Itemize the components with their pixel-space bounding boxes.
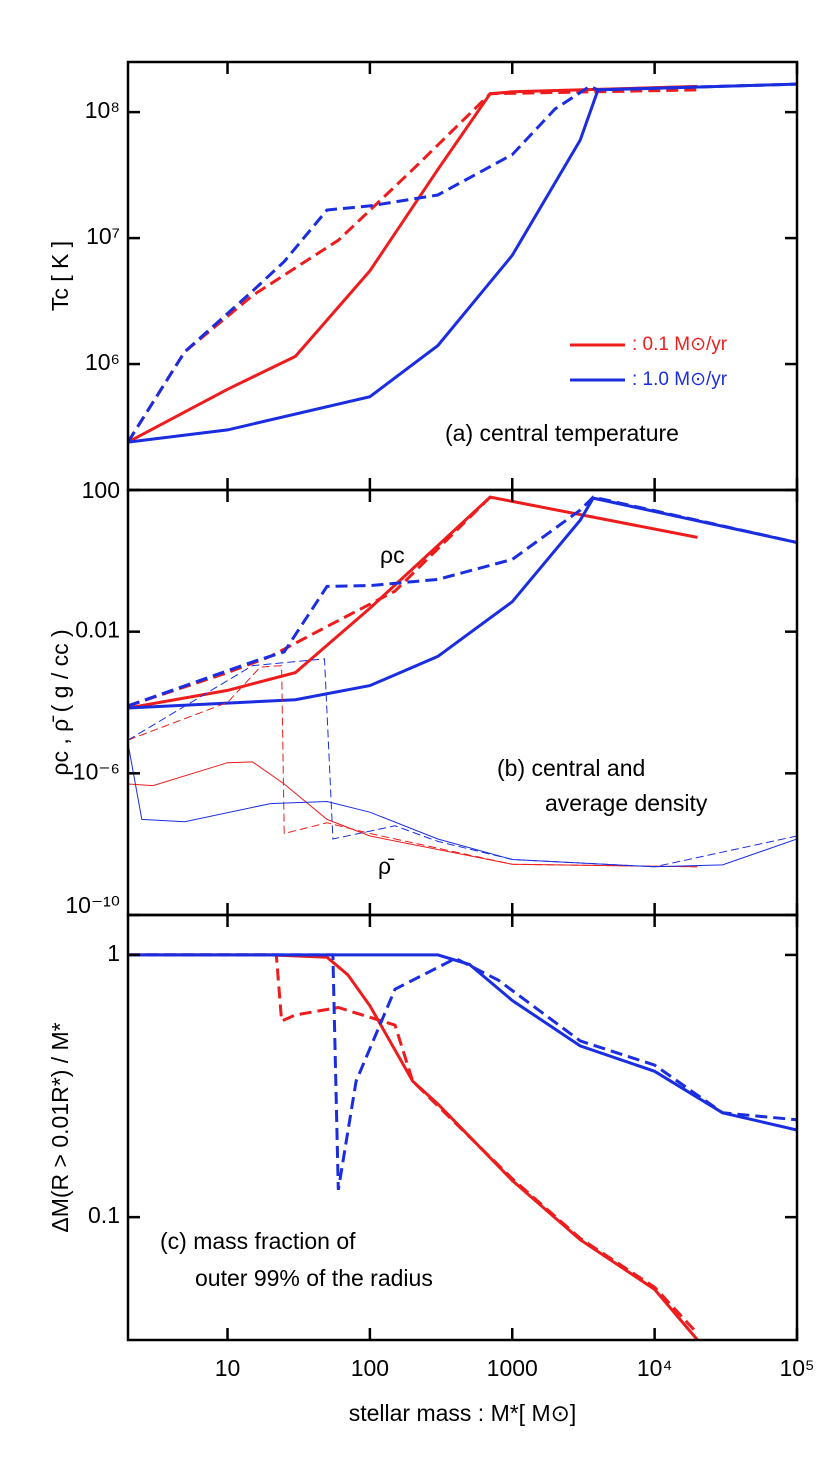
x-tick-label: 100 <box>351 1355 389 1381</box>
y-tick-label: 10⁶ <box>85 349 120 375</box>
y-tick-label: 10⁻⁶ <box>73 758 120 784</box>
data-line <box>128 495 797 708</box>
legend-label: : 1.0 M⊙/yr <box>632 369 728 390</box>
annotation: (c) mass fraction of <box>160 1228 356 1254</box>
data-line <box>128 496 492 708</box>
y-tick-label: 0.1 <box>88 1202 120 1228</box>
y-tick-label: 10⁻¹⁰ <box>65 892 120 918</box>
y-axis-label: Tc [ K ] <box>47 241 73 311</box>
legend-label: : 0.1 M⊙/yr <box>632 334 728 355</box>
y-tick-label: 10⁸ <box>85 97 120 123</box>
annotation: (a) central temperature <box>445 420 679 446</box>
x-axis-label: stellar mass : M*[ M⊙] <box>349 1400 577 1426</box>
x-tick-label: 10⁴ <box>637 1355 672 1381</box>
y-tick-label: 100 <box>82 477 120 503</box>
data-line <box>128 953 699 1335</box>
data-line <box>128 665 698 868</box>
plot-frame <box>126 913 799 1342</box>
y-axis-label: ρc , ρ̄ ( g / cc ) <box>47 629 73 775</box>
x-tick-label: 1000 <box>487 1355 538 1381</box>
y-axis-label: ΔM(R > 0.01R*) / M* <box>47 1022 73 1232</box>
data-line <box>128 658 797 868</box>
data-line <box>128 88 698 443</box>
data-line <box>128 953 797 1132</box>
annotation: (b) central and <box>497 755 645 781</box>
x-tick-label: 10⁵ <box>779 1355 814 1381</box>
data-line <box>128 82 797 443</box>
annotation: ρc <box>380 542 405 568</box>
data-line <box>128 743 797 868</box>
y-tick-label: 0.01 <box>75 617 120 643</box>
data-line <box>128 953 797 1191</box>
annotation: outer 99% of the radius <box>195 1265 433 1291</box>
annotation: ρ̄ <box>378 853 395 879</box>
data-line <box>128 84 698 444</box>
y-tick-label: 1 <box>107 940 120 966</box>
data-line <box>128 496 797 710</box>
annotation: average density <box>545 790 708 816</box>
data-line <box>128 761 698 868</box>
data-line <box>128 82 797 444</box>
y-tick-label: 10⁷ <box>86 223 120 249</box>
x-tick-label: 10 <box>215 1355 241 1381</box>
